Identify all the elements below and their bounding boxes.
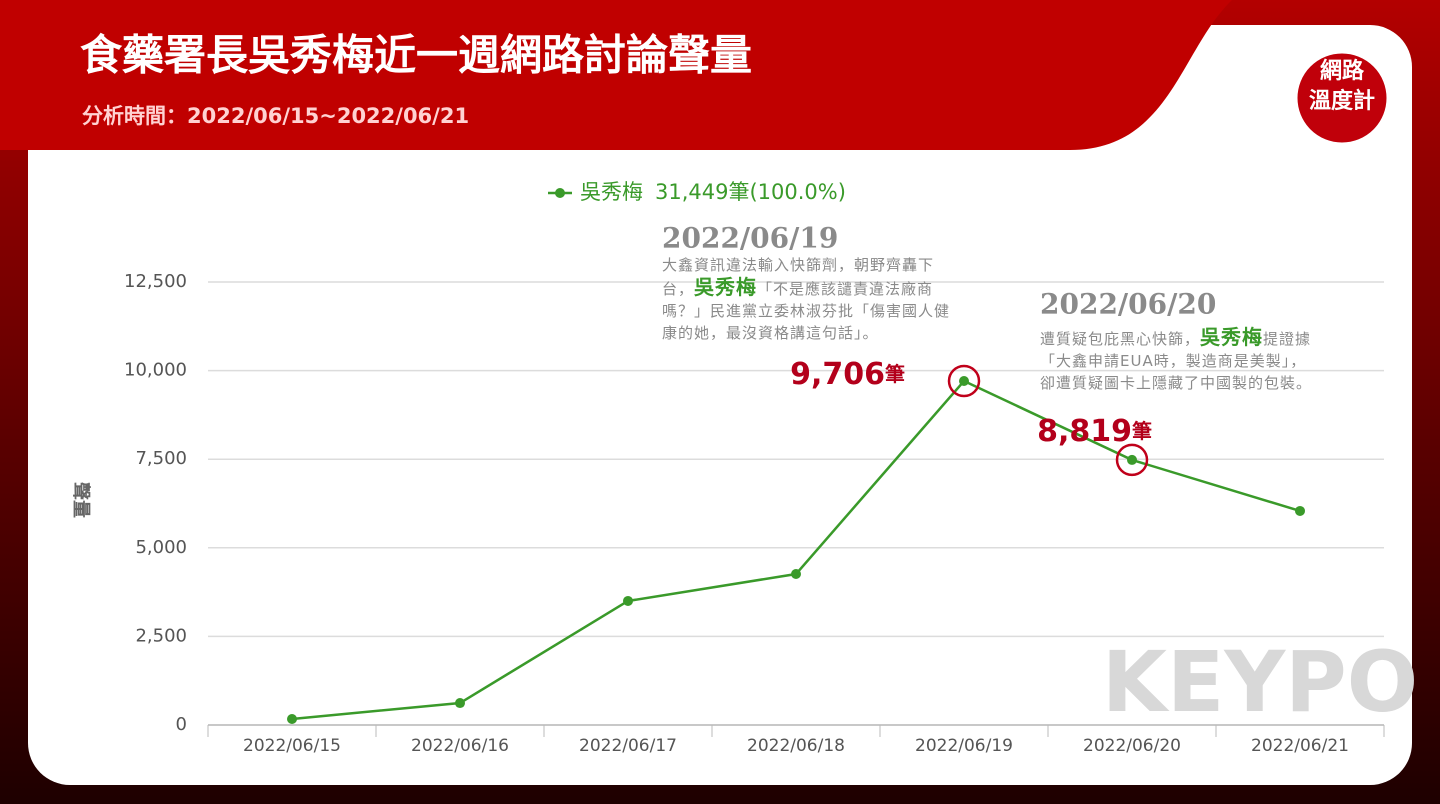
annotation-segment: 遭質疑包庇黑心快篩， — [1040, 330, 1201, 348]
annotation-count: 9,706筆 — [790, 357, 905, 392]
title: 食藥署長吳秀梅近一週網路討論聲量 — [80, 31, 752, 80]
point — [1127, 454, 1137, 465]
y-tick-label: 2,500 — [135, 625, 187, 646]
highlight-ring — [1115, 443, 1149, 477]
subtitle: 分析時間：2022/06/15~2022/06/21 — [82, 104, 469, 128]
point — [455, 698, 465, 709]
x-tick-label: 2022/06/16 — [411, 736, 509, 756]
annotation-highlight: 吳秀梅 — [694, 275, 758, 299]
x-tick-label: 2022/06/19 — [915, 736, 1013, 756]
count-value: 8,819 — [1037, 414, 1132, 449]
y-tick-label: 5,000 — [135, 537, 187, 558]
highlight-ring — [947, 364, 981, 398]
x-tick-label: 2022/06/20 — [1083, 736, 1181, 756]
logo-text: 網路 — [1320, 58, 1365, 84]
annotation-highlight: 吳秀梅 — [1200, 325, 1264, 349]
count-unit: 筆 — [885, 362, 905, 386]
count-value: 9,706 — [790, 357, 885, 392]
annotation-segment: 提證據「大鑫申請EUA時，製造商是美製」，卻遭質疑圖卡上隱藏了中國製的包裝。 — [1040, 330, 1313, 392]
panel — [28, 25, 1412, 785]
annotation-date: 2022/06/20 — [1040, 288, 1216, 321]
legend-suffix: 31,449筆(100.0%) — [655, 180, 846, 204]
annotation-segment: 大鑫資訊違法輸入快篩劑，朝野齊轟下台， — [662, 256, 935, 298]
x-tick-label: 2022/06/21 — [1251, 736, 1349, 756]
annotation-count: 8,819筆 — [1037, 414, 1152, 449]
point — [1295, 505, 1305, 516]
legend: 吳秀梅 31,449筆(100.0%) — [548, 180, 846, 204]
x-tick-label: 2022/06/18 — [747, 736, 845, 756]
count-unit: 筆 — [1132, 419, 1152, 443]
annotation-text: 大鑫資訊違法輸入快篩劑，朝野齊轟下台，吳秀梅「不是應該譴責違法廠商嗎？」民進黨立… — [662, 254, 954, 344]
y-tick-label: 12,500 — [124, 271, 187, 292]
point — [623, 595, 633, 606]
x-tick-label: 2022/06/17 — [579, 736, 677, 756]
y-tick-label: 7,500 — [135, 448, 187, 469]
point — [287, 713, 297, 724]
annotation-segment: 「不是應該譴責違法廠商嗎？」民進黨立委林淑芬批「傷害國人健康的她，最沒資格講這句… — [662, 280, 951, 342]
logo-text: 溫度計 — [1309, 88, 1375, 114]
annotation-date: 2022/06/19 — [662, 222, 838, 255]
y-axis-label: 聲量 — [70, 482, 92, 518]
legend-label: 吳秀梅 — [580, 180, 643, 204]
logo — [1294, 50, 1390, 146]
legend-marker — [555, 188, 565, 198]
point — [791, 569, 801, 580]
header-band — [0, 0, 1232, 150]
annotation-text: 遭質疑包庇黑心快篩，吳秀梅提證據「大鑫申請EUA時，製造商是美製」，卻遭質疑圖卡… — [1040, 326, 1315, 394]
x-tick-label: 2022/06/15 — [243, 736, 341, 756]
point — [959, 376, 969, 387]
y-tick-label: 0 — [176, 714, 187, 735]
y-tick-label: 10,000 — [124, 360, 187, 381]
watermark: KEYPO — [1102, 633, 1418, 731]
